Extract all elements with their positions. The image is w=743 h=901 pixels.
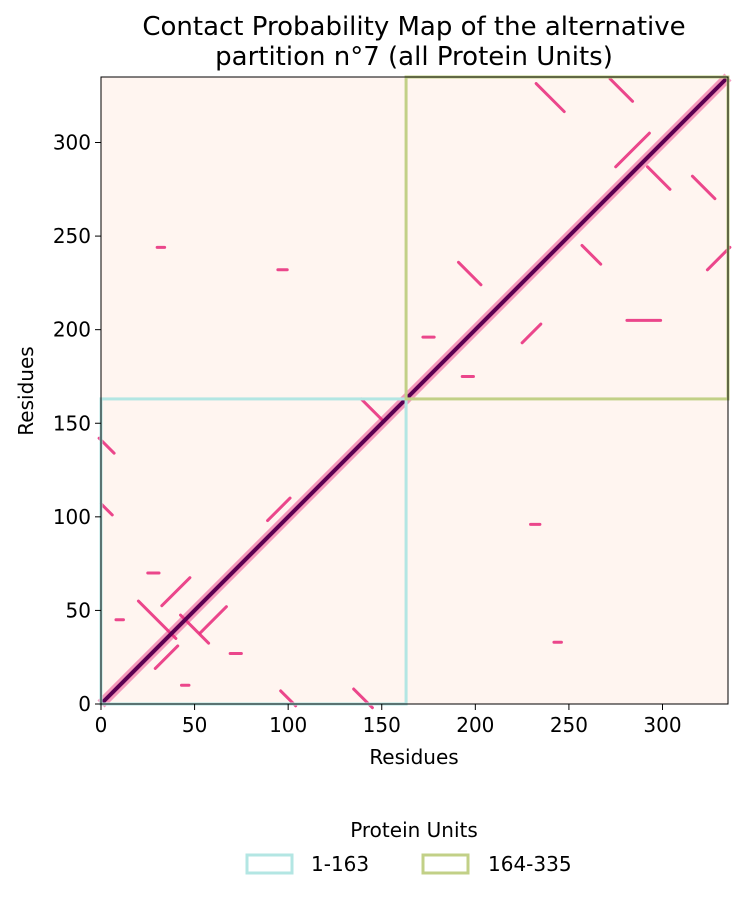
contact-feature [456, 260, 483, 287]
contact-feature [614, 131, 651, 169]
axes-frame [100, 76, 729, 705]
x-axis-label: Residues [369, 745, 458, 769]
contact-feature [198, 605, 228, 635]
y-tick-label: 0 [78, 692, 91, 716]
contact-feature [160, 576, 192, 608]
contact-feature [153, 644, 180, 670]
contact-feature [646, 165, 672, 191]
contact-feature [99, 502, 114, 517]
legend-label-unit-1: 1-163 [311, 852, 369, 876]
legend-swatch-unit-1 [245, 853, 294, 875]
y-tick-label: 250 [53, 224, 91, 248]
contact-feature [580, 243, 603, 266]
x-tick-label: 50 [182, 713, 207, 737]
x-tick-label: 150 [363, 713, 401, 737]
contact-feature [705, 245, 732, 272]
contact-feature [690, 174, 717, 201]
diagonal-contact-line [99, 75, 730, 706]
legend-label-unit-2: 164-335 [488, 852, 572, 876]
contact-feature [136, 599, 178, 640]
y-tick-label: 100 [53, 505, 91, 529]
contact-feature [534, 82, 566, 114]
contact-feature [520, 322, 543, 345]
contact-feature [608, 77, 635, 103]
y-axis-label: Residues [14, 346, 38, 435]
y-tick-label: 150 [53, 411, 91, 435]
y-tick-label: 300 [53, 131, 91, 155]
contact-feature [359, 397, 386, 423]
chart-title-line2: partition n°7 (all Protein Units) [215, 42, 613, 72]
contact-feature [266, 496, 292, 523]
x-tick-label: 100 [269, 713, 307, 737]
legend-swatch-unit-2 [421, 853, 470, 875]
x-tick-label: 0 [95, 713, 108, 737]
y-tick-label: 50 [66, 598, 91, 622]
legend-title: Protein Units [350, 818, 478, 842]
plot-area: 0 50 100 150 200 250 300 0 50 100 150 200 250 300 [53, 73, 732, 737]
chart-title-line1: Contact Probability Map of the alternati… [142, 12, 685, 42]
y-tick-label: 200 [53, 318, 91, 342]
x-tick-label: 200 [456, 713, 494, 737]
x-tick-label: 250 [550, 713, 588, 737]
x-tick-label: 300 [643, 713, 681, 737]
